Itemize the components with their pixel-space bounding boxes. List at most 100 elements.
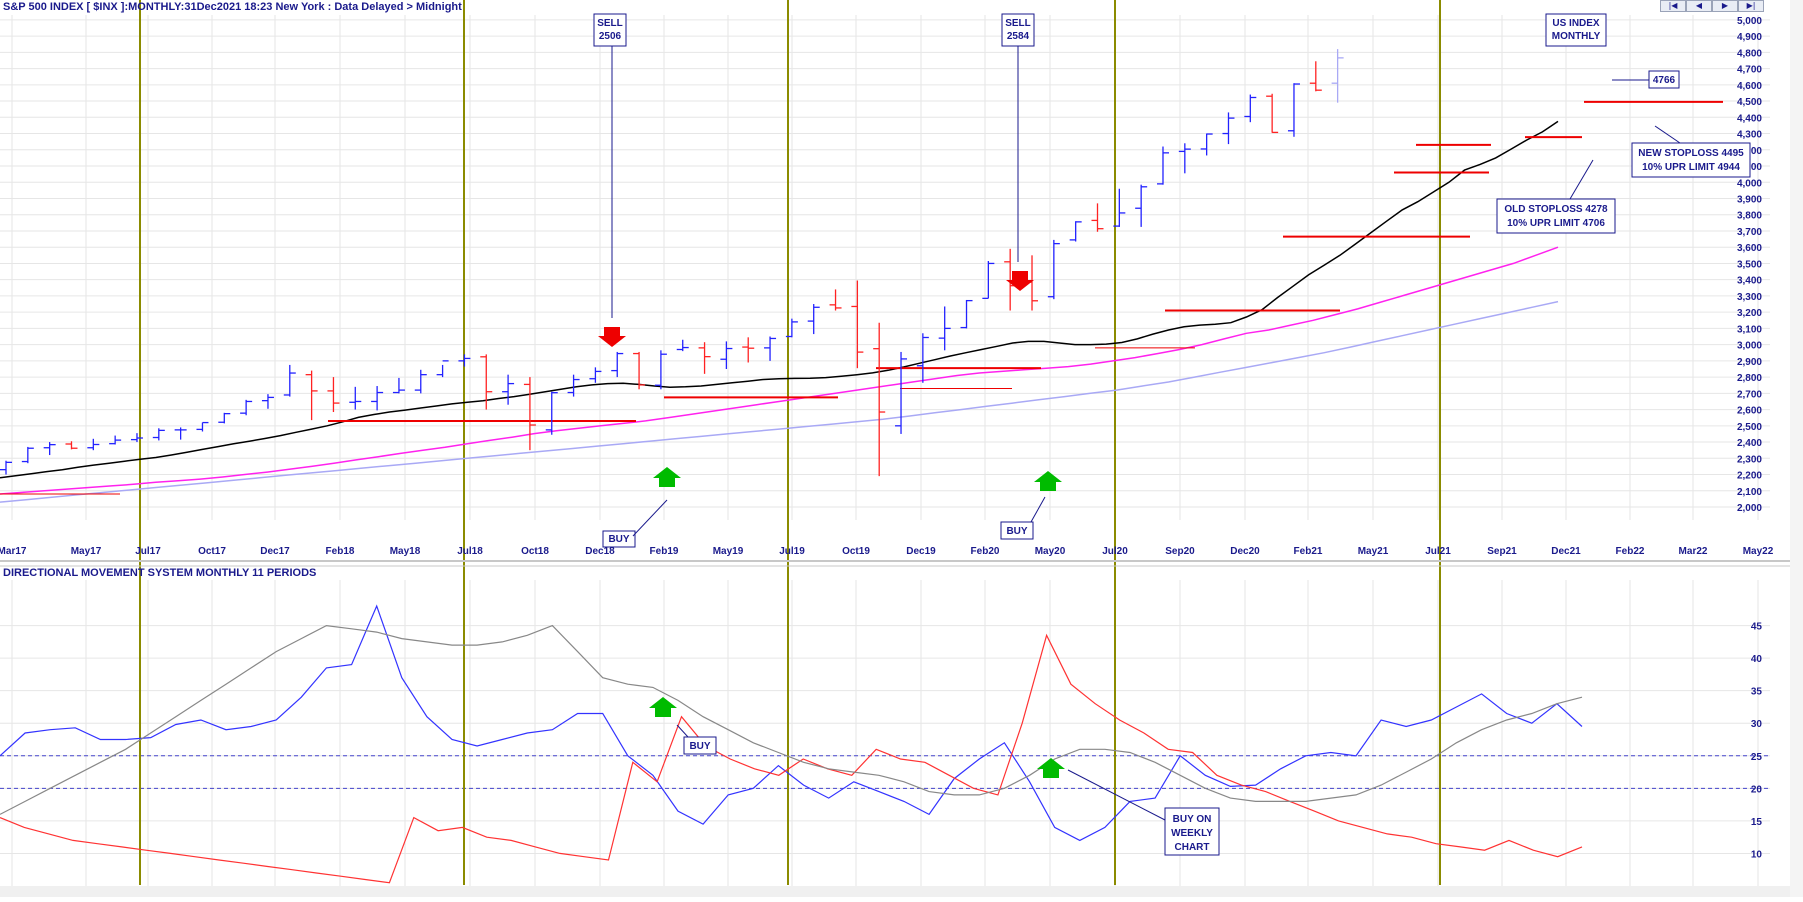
price-y-tick: 4,800 — [1737, 48, 1762, 59]
x-tick-label: Feb22 — [1616, 546, 1645, 557]
price-y-tick: 4,700 — [1737, 65, 1762, 76]
ohlc-bar — [807, 304, 820, 335]
ohlc-bar — [589, 367, 602, 383]
ohlc-bar — [87, 438, 100, 451]
ohlc-bar — [174, 427, 187, 440]
dms-y-tick: 45 — [1751, 622, 1763, 633]
x-tick-label: Jul19 — [779, 546, 805, 557]
ohlc-bar — [1113, 188, 1126, 227]
price-y-tick: 3,600 — [1737, 243, 1762, 254]
sell-arrow-2 — [1006, 271, 1034, 291]
price-y-tick: 4,400 — [1737, 113, 1762, 124]
x-tick-label: Dec17 — [260, 546, 290, 557]
sell-label-1: SELL — [597, 18, 623, 29]
ohlc-bar — [567, 374, 580, 397]
scrollbar[interactable] — [1790, 0, 1803, 897]
ohlc-bar — [698, 342, 711, 374]
x-tick-label: Jul21 — [1425, 546, 1451, 557]
x-tick-label: Dec21 — [1551, 546, 1581, 557]
price-y-tick: 3,800 — [1737, 211, 1762, 222]
x-tick-label: Feb20 — [971, 546, 1000, 557]
x-tick-label: Oct19 — [842, 546, 870, 557]
price-y-tick: 2,100 — [1737, 487, 1762, 498]
sell-value-2: 2584 — [1007, 31, 1030, 42]
price-y-tick: 2,300 — [1737, 454, 1762, 465]
price-y-tick: 3,300 — [1737, 292, 1762, 303]
ohlc-bar — [1266, 93, 1279, 134]
index-box — [1545, 13, 1607, 47]
dms-buy-label: BUY — [689, 741, 710, 752]
nav-last-button[interactable]: ▶| — [1738, 0, 1764, 12]
buy-label-2: BUY — [1006, 526, 1027, 537]
buy-arrow-2 — [1034, 471, 1062, 491]
ohlc-bar — [283, 364, 296, 397]
price-y-tick: 2,700 — [1737, 389, 1762, 400]
ohlc-bar — [305, 370, 318, 421]
ohlc-bar — [152, 428, 165, 441]
ma-black-line — [0, 120, 1559, 479]
navigation-buttons: |◀ ◀ ▶ ▶| — [1660, 0, 1764, 12]
ohlc-bar — [130, 433, 143, 443]
price-y-tick: 3,100 — [1737, 324, 1762, 335]
ohlc-bar — [1200, 133, 1213, 156]
x-tick-label: Oct17 — [198, 546, 226, 557]
price-y-tick: 4,600 — [1737, 81, 1762, 92]
x-tick-label: May21 — [1358, 546, 1389, 557]
ma-lavender-line — [0, 300, 1559, 503]
dms-y-tick: 25 — [1751, 752, 1763, 763]
dms-y-tick: 20 — [1751, 784, 1763, 795]
new-stoploss-line2: 10% UPR LIMIT 4944 — [1642, 162, 1740, 173]
x-tick-label: May19 — [713, 546, 744, 557]
price-y-tick: 5,000 — [1737, 16, 1762, 27]
x-tick-label: Feb21 — [1294, 546, 1323, 557]
buy-weekly-line2: WEEKLY — [1171, 828, 1213, 839]
dms-y-tick: 40 — [1751, 654, 1763, 665]
dms-plus-di-line — [0, 604, 1583, 842]
price-y-tick: 3,200 — [1737, 308, 1762, 319]
ohlc-bar — [960, 299, 973, 329]
nav-first-button[interactable]: |◀ — [1660, 0, 1686, 12]
x-tick-label: Dec20 — [1230, 546, 1260, 557]
price-y-tick: 3,900 — [1737, 194, 1762, 205]
ohlc-bar — [895, 351, 908, 434]
buy-box-2 — [1000, 521, 1034, 540]
ohlc-bar — [196, 421, 209, 432]
ohlc-bar — [633, 351, 646, 390]
ohlc-bar — [109, 435, 122, 445]
price-y-tick: 4,300 — [1737, 130, 1762, 141]
old-stoploss-line1: OLD STOPLOSS 4278 — [1504, 204, 1608, 215]
dms-y-tick: 35 — [1751, 687, 1763, 698]
ohlc-bar — [371, 386, 384, 411]
x-tick-label: May17 — [71, 546, 102, 557]
x-tick-label: Oct18 — [521, 546, 549, 557]
ohlc-bar — [436, 360, 449, 378]
ohlc-bar — [240, 399, 253, 416]
ohlc-bar — [982, 261, 995, 300]
dms-buy-arrow — [649, 697, 677, 717]
buy-weekly-line1: BUY ON — [1173, 814, 1212, 825]
buy-weekly-line3: CHART — [1175, 842, 1210, 853]
ohlc-bar — [545, 391, 558, 435]
x-tick-label: Mar22 — [1679, 546, 1708, 557]
dms-panel-title: DIRECTIONAL MOVEMENT SYSTEM MONTHLY 11 P… — [3, 567, 316, 579]
price-y-tick: 2,500 — [1737, 422, 1762, 433]
ma-magenta-line — [0, 246, 1559, 495]
nav-prev-button[interactable]: ◀ — [1686, 0, 1712, 12]
price-y-tick: 3,400 — [1737, 276, 1762, 287]
sell-label-2: SELL — [1005, 18, 1031, 29]
x-tick-label: Sep20 — [1165, 546, 1195, 557]
buy-weekly-box — [1164, 807, 1220, 856]
ohlc-bar — [458, 354, 471, 367]
x-tick-label: Mar17 — [0, 546, 27, 557]
ohlc-bar — [480, 354, 493, 410]
ohlc-bar — [218, 412, 231, 424]
ohlc-bar — [1331, 49, 1344, 103]
nav-next-button[interactable]: ▶ — [1712, 0, 1738, 12]
ohlc-bar — [676, 339, 689, 352]
ohlc-bar — [1156, 146, 1169, 185]
sell-arrow-1 — [598, 327, 626, 347]
ohlc-bar — [43, 442, 56, 456]
ohlc-bar — [1091, 203, 1104, 232]
price-y-tick: 2,600 — [1737, 406, 1762, 417]
